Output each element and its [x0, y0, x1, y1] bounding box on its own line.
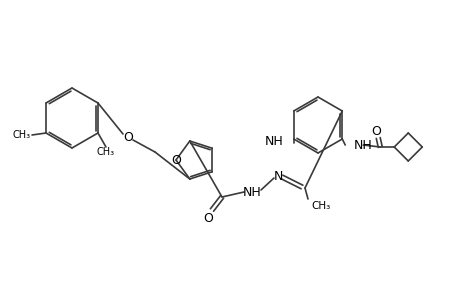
Text: O: O [202, 212, 213, 224]
Text: O: O [123, 130, 133, 143]
Text: O: O [171, 154, 180, 166]
Text: CH₃: CH₃ [97, 147, 115, 157]
Text: O: O [370, 124, 381, 137]
Text: NH: NH [264, 134, 283, 148]
Text: NH: NH [242, 185, 261, 199]
Text: CH₃: CH₃ [13, 130, 31, 140]
Text: NH: NH [353, 139, 372, 152]
Text: CH₃: CH₃ [310, 201, 330, 211]
Text: N: N [273, 169, 282, 182]
